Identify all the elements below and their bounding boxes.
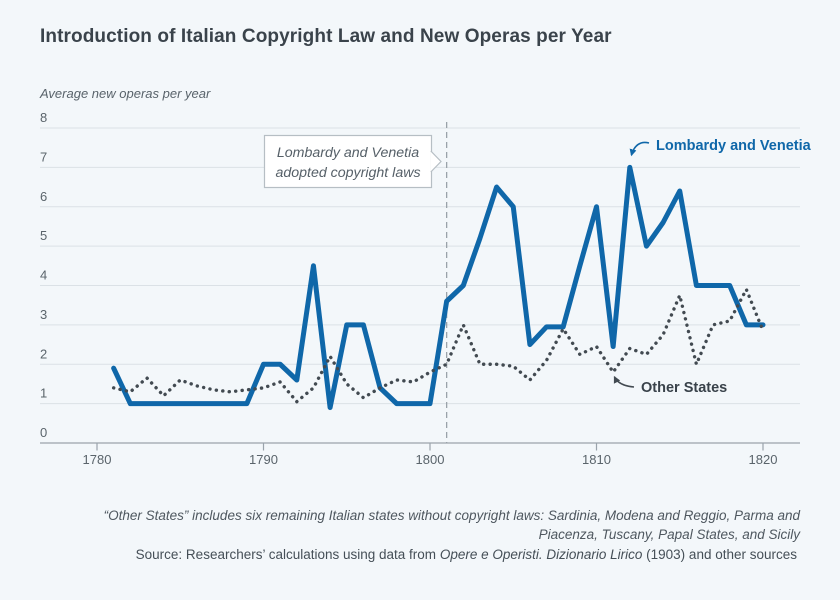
other-states-pointer-arrow — [613, 375, 635, 388]
y-tick-label-0: 0 — [40, 425, 47, 440]
source-work-title: Opere e Operisti. Dizionario Lirico — [439, 547, 643, 562]
source-line: Source: Researchers’ calculations using … — [40, 547, 797, 562]
source-prefix: Source: Researchers’ calculations using … — [135, 547, 440, 562]
page-title: Introduction of Italian Copyright Law an… — [40, 26, 612, 47]
y-tick-label-3: 3 — [40, 307, 47, 322]
annotation-line-2: adopted copyright laws — [275, 165, 420, 181]
y-tick-label-8: 8 — [40, 110, 47, 125]
annotation-line-1: Lombardy and Venetia — [277, 145, 419, 161]
source-suffix: (1903) and other sources — [642, 547, 797, 562]
annotation-box — [263, 134, 433, 189]
x-tick-label-1810: 1810 — [582, 452, 611, 467]
legend-other-states: Other States — [613, 375, 727, 396]
series-line-other-states — [111, 287, 765, 404]
lombardy-pointer-arrow — [629, 141, 650, 157]
y-tick-label-5: 5 — [40, 228, 47, 243]
y-tick-label-7: 7 — [40, 149, 47, 164]
y-tick-label-4: 4 — [40, 268, 47, 283]
legend-lombardy: Lombardy and Venetia — [629, 138, 812, 157]
x-tick-label-1800: 1800 — [416, 452, 445, 467]
x-tick-label-1780: 1780 — [83, 452, 112, 467]
event-annotation-callout: Lombardy and Venetia adopted copyright l… — [263, 134, 442, 189]
data-series — [111, 164, 766, 411]
y-tick-label-2: 2 — [40, 346, 47, 361]
y-tick-label-1: 1 — [40, 386, 47, 401]
footnote-line-2: Piacenza, Tuscany, Papal States, and Sic… — [538, 527, 800, 542]
x-tick-label-1820: 1820 — [749, 452, 778, 467]
annotation-pointer — [430, 150, 442, 173]
series-line-lombardy-and-venetia — [111, 164, 766, 411]
legend-label-lombardy: Lombardy and Venetia — [656, 138, 812, 154]
y-axis-title: Average new operas per year — [40, 86, 211, 101]
footnote: “Other States” includes six remaining It… — [40, 506, 800, 544]
x-tick-label-1790: 1790 — [249, 452, 278, 467]
axes-and-ticks: 0 1 2 3 4 5 6 7 8 1780 1790 1800 1810 1820 — [40, 110, 777, 467]
footnote-line-1: “Other States” includes six remaining It… — [103, 508, 800, 523]
legend-label-other-states: Other States — [641, 380, 727, 396]
y-tick-label-6: 6 — [40, 189, 47, 204]
